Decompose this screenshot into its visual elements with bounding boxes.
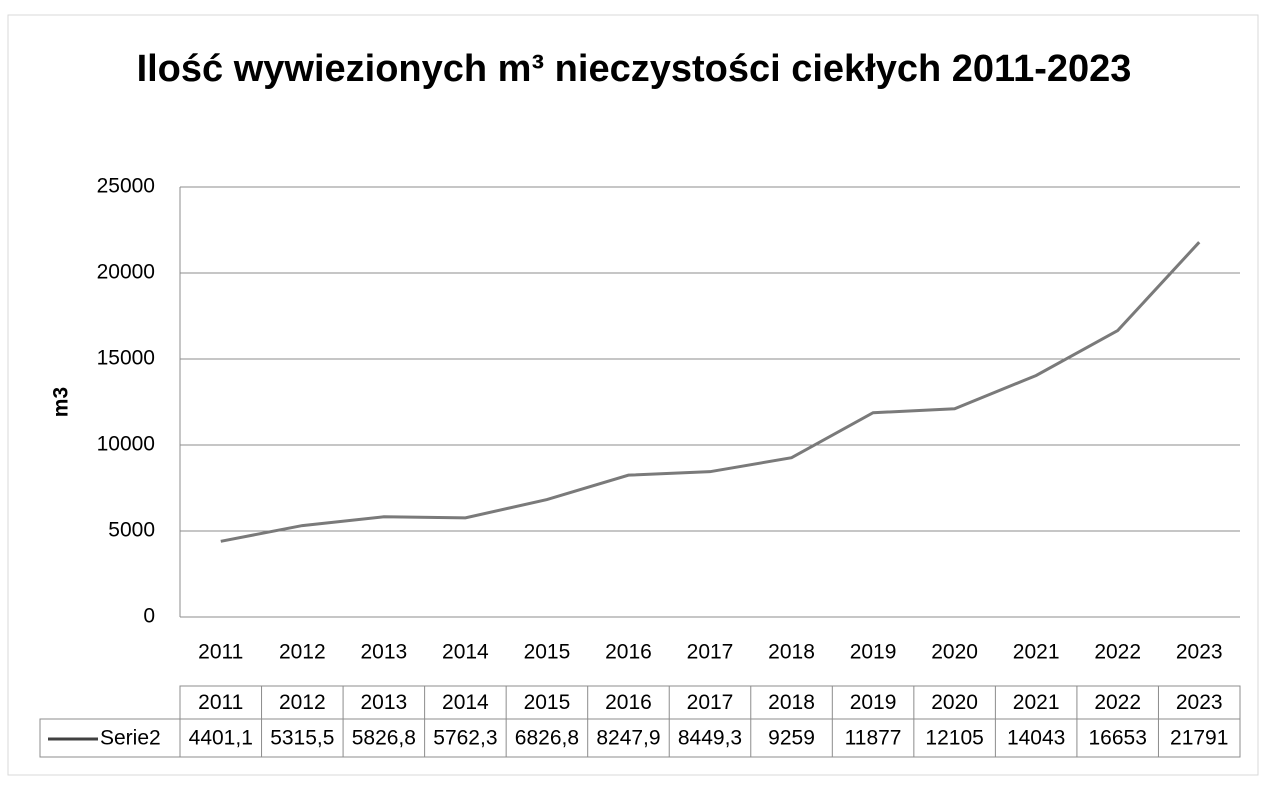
table-header: 2019 bbox=[850, 691, 897, 714]
table-header: 2020 bbox=[931, 691, 978, 714]
table-value: 16653 bbox=[1088, 727, 1146, 750]
table-header: 2016 bbox=[605, 691, 652, 714]
table-value: 5826,8 bbox=[352, 727, 416, 750]
data-line bbox=[220, 241, 1201, 543]
table-value: 8247,9 bbox=[596, 727, 660, 750]
table-value: 21791 bbox=[1170, 727, 1228, 750]
y-tick-label: 20000 bbox=[97, 261, 155, 284]
table-header: 2013 bbox=[360, 691, 407, 714]
x-tick-label: 2020 bbox=[931, 641, 978, 664]
x-tick-label: 2012 bbox=[279, 641, 326, 664]
table-header: 2012 bbox=[279, 691, 326, 714]
y-axis-label: m3 bbox=[50, 387, 73, 417]
table-cell bbox=[39, 718, 1241, 758]
table-header: 2017 bbox=[687, 691, 734, 714]
x-tick-label: 2019 bbox=[850, 641, 897, 664]
chart-border bbox=[7, 14, 1259, 776]
x-tick-label: 2015 bbox=[524, 641, 571, 664]
x-tick-label: 2017 bbox=[687, 641, 734, 664]
x-tick-label: 2018 bbox=[768, 641, 815, 664]
x-tick-label: 2016 bbox=[605, 641, 652, 664]
legend-label: Serie2 bbox=[100, 727, 161, 750]
x-tick-label: 2022 bbox=[1094, 641, 1141, 664]
table-header: 2021 bbox=[1013, 691, 1060, 714]
table-value: 11877 bbox=[845, 727, 902, 750]
x-tick-label: 2021 bbox=[1013, 641, 1060, 664]
y-tick-label: 10000 bbox=[97, 433, 155, 456]
x-tick-label: 2014 bbox=[442, 641, 489, 664]
table-value: 6826,8 bbox=[515, 727, 579, 750]
table-header: 2011 bbox=[198, 691, 243, 714]
table-header: 2015 bbox=[524, 691, 571, 714]
x-tick-label: 2023 bbox=[1176, 641, 1223, 664]
x-tick-label: 2013 bbox=[360, 641, 407, 664]
table-value: 8449,3 bbox=[678, 727, 742, 750]
chart-title: Ilość wywiezionych m³ nieczystości ciekł… bbox=[136, 48, 1132, 90]
table-value: 5762,3 bbox=[433, 727, 497, 750]
y-tick-label: 5000 bbox=[108, 519, 155, 542]
y-tick-label: 15000 bbox=[97, 347, 155, 370]
y-tick-label: 0 bbox=[143, 605, 155, 628]
table-value: 14043 bbox=[1007, 727, 1065, 750]
table-header: 2022 bbox=[1094, 691, 1141, 714]
y-tick-label: 25000 bbox=[97, 175, 155, 198]
table-value: 5315,5 bbox=[270, 727, 334, 750]
table-header: 2018 bbox=[768, 691, 815, 714]
x-tick-label: 2011 bbox=[198, 641, 243, 664]
table-header: 2014 bbox=[442, 691, 489, 714]
table-value: 9259 bbox=[768, 727, 815, 750]
table-value: 4401,1 bbox=[189, 727, 253, 750]
table-value: 12105 bbox=[925, 727, 983, 750]
table-header: 2023 bbox=[1176, 691, 1223, 714]
